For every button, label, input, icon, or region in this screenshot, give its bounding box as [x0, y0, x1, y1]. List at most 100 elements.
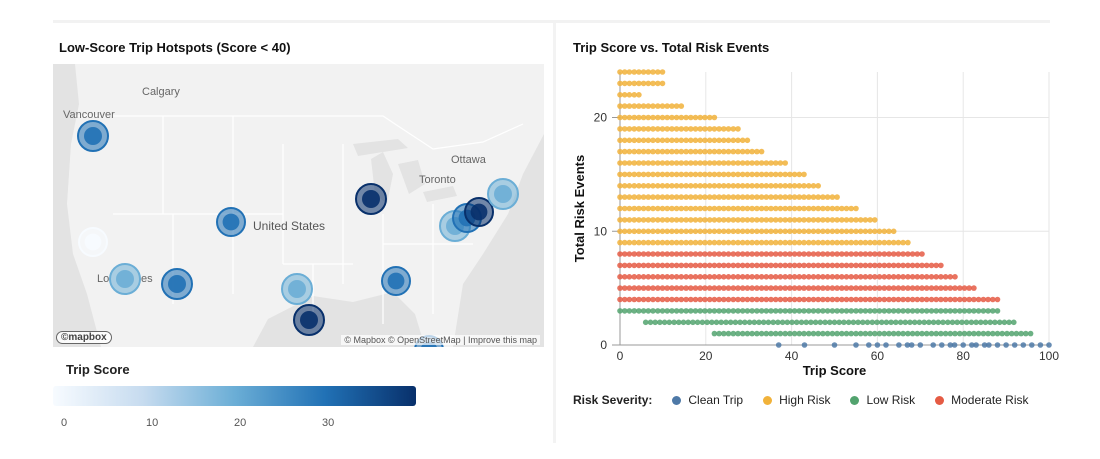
point-moderate-risk[interactable]	[636, 296, 642, 303]
point-low-risk[interactable]	[869, 319, 876, 326]
point-moderate-risk[interactable]	[829, 285, 836, 291]
point-moderate-risk[interactable]	[768, 251, 774, 257]
point-low-risk[interactable]	[909, 330, 916, 337]
point-moderate-risk[interactable]	[853, 274, 859, 280]
point-low-risk[interactable]	[803, 319, 809, 326]
point-low-risk[interactable]	[897, 319, 904, 326]
point-high-risk[interactable]	[711, 148, 718, 155]
point-high-risk[interactable]	[706, 205, 713, 212]
point-moderate-risk[interactable]	[640, 285, 647, 291]
point-high-risk[interactable]	[645, 114, 652, 121]
point-high-risk[interactable]	[617, 148, 623, 155]
point-moderate-risk[interactable]	[933, 262, 939, 269]
point-moderate-risk[interactable]	[631, 251, 637, 257]
point-high-risk[interactable]	[636, 239, 642, 246]
point-low-risk[interactable]	[949, 319, 956, 326]
point-high-risk[interactable]	[702, 114, 708, 121]
point-high-risk[interactable]	[716, 205, 722, 212]
point-high-risk[interactable]	[655, 126, 661, 132]
point-high-risk[interactable]	[806, 194, 812, 200]
point-moderate-risk[interactable]	[772, 251, 779, 257]
point-high-risk[interactable]	[655, 103, 661, 109]
point-high-risk[interactable]	[730, 194, 737, 200]
point-moderate-risk[interactable]	[678, 262, 685, 269]
point-high-risk[interactable]	[763, 171, 770, 178]
point-high-risk[interactable]	[815, 217, 821, 223]
point-moderate-risk[interactable]	[659, 296, 666, 303]
point-high-risk[interactable]	[744, 148, 751, 155]
point-moderate-risk[interactable]	[796, 262, 803, 269]
point-high-risk[interactable]	[669, 171, 675, 178]
point-high-risk[interactable]	[655, 217, 661, 223]
point-low-risk[interactable]	[853, 308, 859, 314]
point-low-risk[interactable]	[881, 330, 888, 337]
point-high-risk[interactable]	[678, 160, 685, 166]
point-moderate-risk[interactable]	[905, 251, 911, 257]
point-low-risk[interactable]	[661, 319, 668, 326]
point-moderate-risk[interactable]	[815, 262, 821, 269]
point-high-risk[interactable]	[749, 194, 755, 200]
point-high-risk[interactable]	[721, 239, 727, 246]
point-moderate-risk[interactable]	[857, 274, 864, 280]
point-moderate-risk[interactable]	[721, 262, 727, 269]
point-high-risk[interactable]	[768, 194, 774, 200]
point-low-risk[interactable]	[919, 330, 925, 337]
point-low-risk[interactable]	[723, 319, 729, 326]
point-high-risk[interactable]	[801, 205, 807, 212]
point-moderate-risk[interactable]	[725, 251, 732, 257]
point-moderate-risk[interactable]	[768, 274, 774, 280]
point-moderate-risk[interactable]	[824, 274, 831, 280]
point-high-risk[interactable]	[721, 183, 727, 189]
point-high-risk[interactable]	[664, 239, 670, 246]
point-high-risk[interactable]	[721, 160, 727, 166]
point-low-risk[interactable]	[749, 330, 755, 337]
point-moderate-risk[interactable]	[985, 296, 991, 303]
point-moderate-risk[interactable]	[810, 274, 817, 280]
point-moderate-risk[interactable]	[645, 251, 652, 257]
point-moderate-risk[interactable]	[815, 296, 821, 303]
point-moderate-risk[interactable]	[636, 251, 642, 257]
point-moderate-risk[interactable]	[744, 285, 751, 291]
point-high-risk[interactable]	[692, 194, 699, 200]
point-moderate-risk[interactable]	[697, 274, 703, 280]
point-high-risk[interactable]	[650, 217, 656, 223]
point-moderate-risk[interactable]	[763, 285, 770, 291]
point-high-risk[interactable]	[872, 239, 878, 246]
point-high-risk[interactable]	[617, 126, 623, 132]
point-low-risk[interactable]	[895, 308, 902, 314]
point-high-risk[interactable]	[725, 171, 732, 178]
point-moderate-risk[interactable]	[640, 274, 647, 280]
point-moderate-risk[interactable]	[791, 274, 798, 280]
point-high-risk[interactable]	[621, 194, 628, 200]
point-high-risk[interactable]	[650, 69, 656, 75]
point-high-risk[interactable]	[688, 239, 694, 246]
point-low-risk[interactable]	[872, 308, 878, 314]
point-high-risk[interactable]	[702, 228, 708, 235]
point-high-risk[interactable]	[683, 205, 689, 212]
point-high-risk[interactable]	[702, 148, 708, 155]
point-low-risk[interactable]	[685, 319, 691, 326]
point-high-risk[interactable]	[621, 183, 628, 189]
point-high-risk[interactable]	[669, 114, 675, 121]
point-clean-trip[interactable]	[896, 342, 902, 348]
point-high-risk[interactable]	[640, 228, 647, 235]
point-moderate-risk[interactable]	[739, 285, 746, 291]
point-moderate-risk[interactable]	[933, 296, 939, 303]
point-moderate-risk[interactable]	[640, 251, 647, 257]
point-moderate-risk[interactable]	[796, 285, 803, 291]
point-high-risk[interactable]	[688, 205, 694, 212]
point-moderate-risk[interactable]	[853, 251, 859, 257]
point-moderate-risk[interactable]	[626, 274, 633, 280]
point-high-risk[interactable]	[636, 160, 642, 166]
point-low-risk[interactable]	[718, 319, 724, 326]
point-low-risk[interactable]	[834, 308, 840, 314]
point-moderate-risk[interactable]	[839, 251, 845, 257]
point-high-risk[interactable]	[820, 239, 826, 246]
point-low-risk[interactable]	[721, 330, 727, 337]
point-low-risk[interactable]	[711, 330, 718, 337]
point-high-risk[interactable]	[626, 160, 633, 166]
point-high-risk[interactable]	[725, 228, 732, 235]
point-low-risk[interactable]	[867, 330, 873, 337]
point-moderate-risk[interactable]	[621, 262, 628, 269]
point-moderate-risk[interactable]	[895, 251, 902, 257]
